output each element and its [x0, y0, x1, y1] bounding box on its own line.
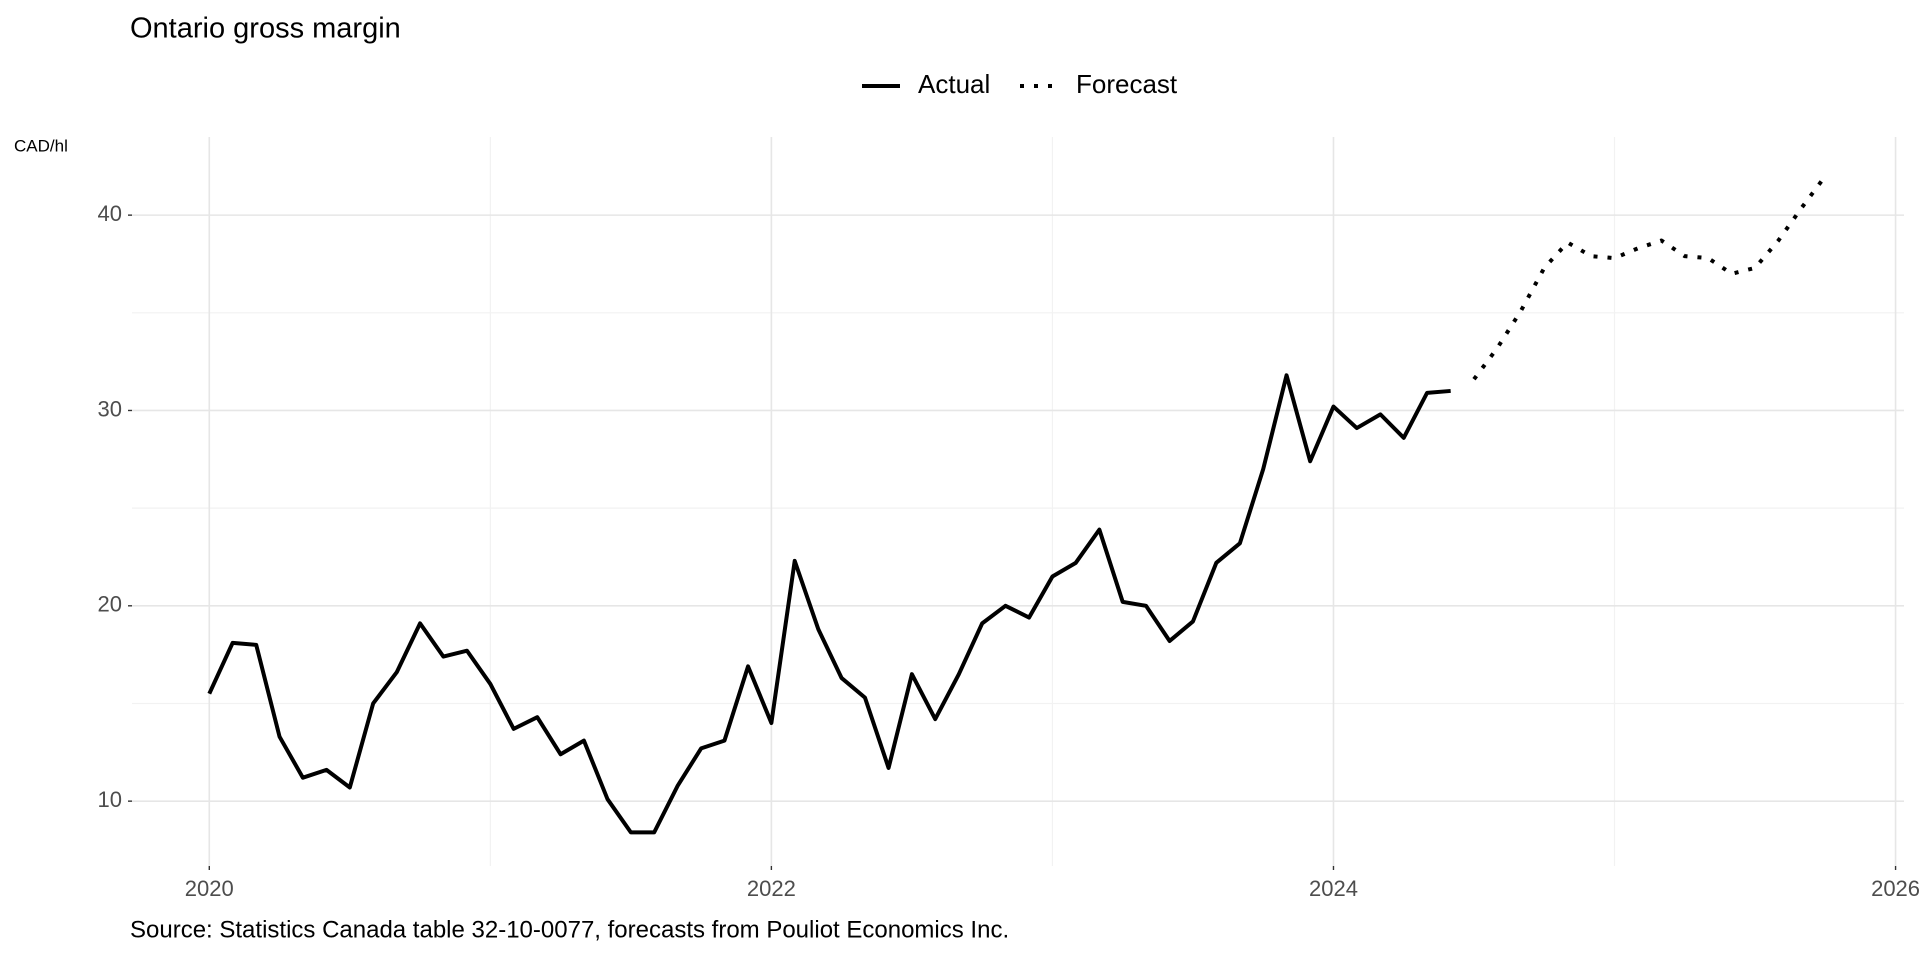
legend-label: Forecast	[1076, 69, 1178, 99]
plot-lines	[207, 174, 1827, 835]
y-tick-label: 20	[98, 592, 122, 617]
x-tick-label: 2020	[185, 876, 234, 901]
series-line	[1472, 174, 1827, 381]
legend: Actual Forecast	[862, 69, 1178, 99]
y-tick-label: 10	[98, 787, 122, 812]
y-axis-label: CAD/hl	[14, 136, 68, 155]
grid: 10 20 30 40 2020 2022 2024 2026	[98, 137, 1920, 901]
legend-label: Actual	[918, 69, 990, 99]
y-tick-label: 30	[98, 396, 122, 421]
y-tick-label: 40	[98, 201, 122, 226]
x-tick-label: 2024	[1309, 876, 1358, 901]
chart-title: Ontario gross margin	[130, 13, 401, 45]
x-tick-label: 2026	[1871, 876, 1920, 901]
series-line	[207, 373, 1451, 835]
caption: Source: Statistics Canada table 32-10-00…	[130, 916, 1009, 943]
x-tick-label: 2022	[747, 876, 796, 901]
